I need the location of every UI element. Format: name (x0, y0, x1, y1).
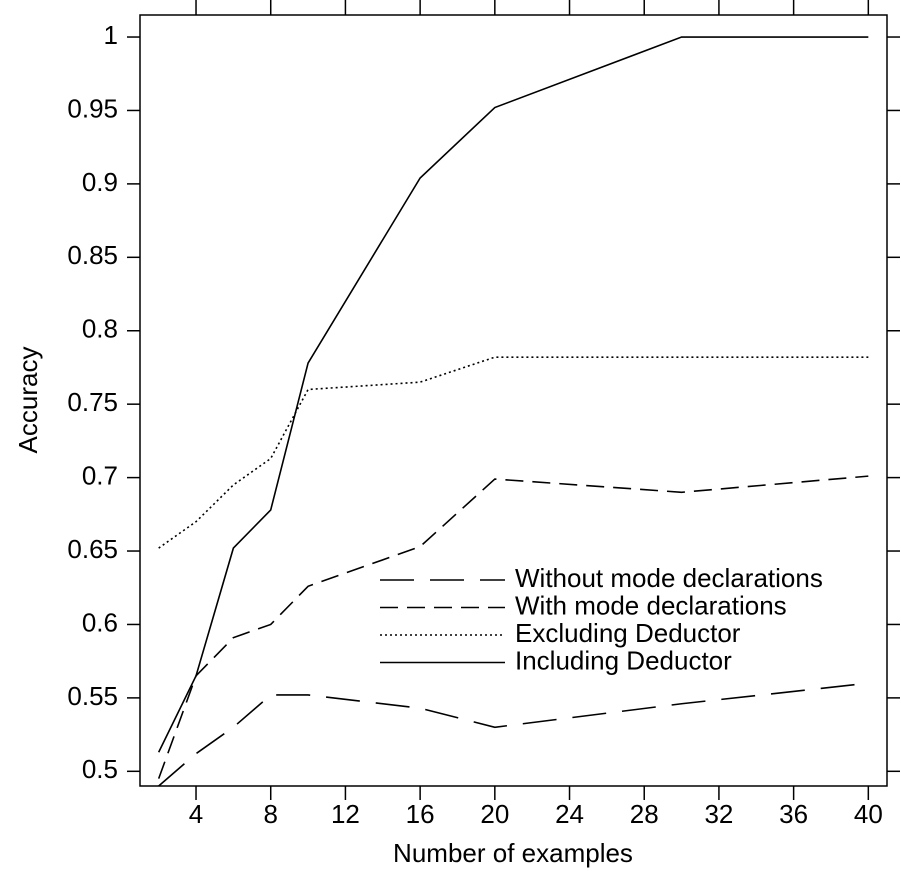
x-tick-label: 40 (854, 799, 883, 829)
x-tick-label: 4 (189, 799, 203, 829)
x-tick-label: 16 (406, 799, 435, 829)
y-tick-label: 0.6 (82, 607, 118, 637)
series-line (157, 475, 869, 779)
y-tick-label: 1 (104, 20, 118, 50)
x-tick-label: 20 (480, 799, 509, 829)
series-line (158, 356, 869, 549)
y-tick-label: 0.85 (67, 240, 118, 270)
x-tick-label: 24 (555, 799, 584, 829)
series-line (157, 36, 869, 753)
y-tick-label: 0.65 (67, 534, 118, 564)
x-axis-label: Number of examples (393, 838, 633, 868)
legend-label: Excluding Deductor (515, 618, 741, 648)
x-tick-label: 28 (630, 799, 659, 829)
x-tick-label: 12 (331, 799, 360, 829)
series-line (158, 682, 869, 787)
y-tick-label: 0.75 (67, 387, 118, 417)
x-tick-label: 32 (704, 799, 733, 829)
y-tick-label: 0.9 (82, 167, 118, 197)
y-tick-label: 0.7 (82, 460, 118, 490)
x-tick-label: 36 (779, 799, 808, 829)
plot-frame (139, 14, 888, 787)
y-axis-label: Accuracy (13, 347, 43, 454)
y-tick-label: 0.95 (67, 93, 118, 123)
x-tick-label: 8 (263, 799, 277, 829)
y-tick-label: 0.5 (82, 754, 118, 784)
legend-label: Without mode declarations (515, 563, 823, 593)
legend-label: Including Deductor (515, 645, 732, 675)
y-tick-label: 0.8 (82, 314, 118, 344)
y-tick-label: 0.55 (67, 681, 118, 711)
legend-label: With mode declarations (515, 590, 787, 620)
